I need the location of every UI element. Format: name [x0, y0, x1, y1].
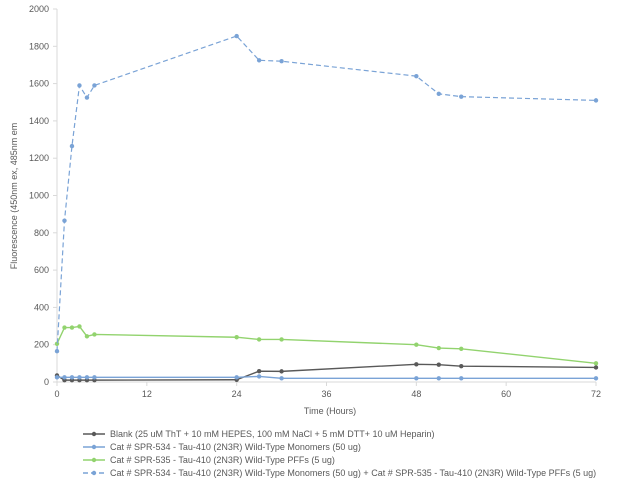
series-4 — [54, 33, 599, 354]
x-tick-label: 0 — [54, 389, 59, 399]
x-tick-label: 24 — [232, 389, 242, 399]
data-point — [77, 324, 82, 329]
data-point — [69, 325, 75, 330]
data-point — [54, 375, 60, 380]
data-point — [279, 369, 284, 374]
x-tick-label: 12 — [142, 389, 152, 399]
data-point — [234, 335, 239, 340]
data-point — [459, 94, 464, 99]
legend-label: Cat # SPR-534 - Tau-410 (2N3R) Wild-Type… — [110, 468, 596, 478]
legend-swatch-marker — [91, 470, 97, 476]
data-point — [436, 345, 441, 351]
data-point — [414, 73, 419, 79]
x-tick-label: 72 — [591, 389, 601, 399]
legend-item: Cat # SPR-534 - Tau-410 (2N3R) Wild-Type… — [83, 468, 596, 478]
data-point — [54, 349, 60, 354]
data-point — [256, 337, 262, 342]
x-axis-ticks: 0 12 24 36 48 60 72 — [54, 382, 601, 399]
data-point — [459, 363, 464, 369]
x-tick-label: 48 — [411, 389, 421, 399]
y-tick-label: 2000 — [29, 4, 49, 14]
y-tick-label: 1600 — [29, 79, 49, 89]
data-point — [459, 346, 464, 352]
data-point — [459, 376, 464, 381]
y-tick-label: 800 — [34, 228, 49, 238]
y-tick-label: 1800 — [29, 41, 49, 51]
y-tick-label: 0 — [44, 377, 49, 387]
data-point — [62, 375, 67, 380]
data-point — [77, 375, 82, 380]
data-point — [69, 143, 75, 149]
series-layer — [54, 33, 599, 383]
data-point — [414, 362, 419, 367]
data-point — [593, 365, 599, 370]
data-point — [436, 376, 441, 381]
y-tick-label: 1000 — [29, 191, 49, 201]
data-point — [69, 375, 75, 380]
data-point — [234, 33, 239, 39]
data-point — [84, 375, 90, 380]
data-point — [256, 368, 262, 374]
data-point — [256, 374, 262, 379]
data-point — [62, 325, 67, 330]
legend-item: Blank (25 uM ThT + 10 mM HEPES, 100 mM N… — [83, 429, 435, 439]
data-point — [414, 342, 419, 347]
data-point — [92, 375, 97, 380]
legend-item: Cat # SPR-534 - Tau-410 (2N3R) Wild-Type… — [83, 442, 361, 452]
data-point — [234, 375, 239, 380]
y-axis-ticks: 0 200 400 600 800 1000 1200 1400 1600 1800 2000 — [29, 4, 57, 387]
data-point — [593, 361, 599, 366]
data-point — [279, 59, 284, 64]
y-tick-label: 400 — [34, 302, 49, 312]
y-tick-label: 1400 — [29, 116, 49, 126]
data-point — [436, 91, 441, 97]
y-axis-title: Fluorescence (450nm ex, 485nm em — [9, 123, 19, 270]
data-point — [84, 95, 90, 100]
series-2 — [54, 374, 599, 381]
data-point — [92, 83, 97, 88]
legend-label: Blank (25 uM ThT + 10 mM HEPES, 100 mM N… — [110, 429, 435, 439]
legend-label: Cat # SPR-534 - Tau-410 (2N3R) Wild-Type… — [110, 442, 361, 452]
series-1 — [54, 362, 599, 383]
data-point — [436, 362, 441, 367]
x-axis-title: Time (Hours) — [304, 406, 356, 416]
legend-swatch-marker — [91, 457, 97, 463]
x-tick-label: 36 — [321, 389, 331, 399]
legend: Blank (25 uM ThT + 10 mM HEPES, 100 mM N… — [83, 429, 596, 478]
y-tick-label: 200 — [34, 340, 49, 350]
series-line — [56, 325, 597, 365]
data-point — [593, 98, 599, 103]
data-point — [279, 376, 284, 381]
data-point — [62, 218, 67, 223]
legend-swatch-marker — [91, 444, 97, 450]
x-tick-label: 60 — [501, 389, 511, 399]
series-line — [57, 375, 596, 379]
data-point — [77, 83, 82, 88]
data-point — [256, 58, 262, 63]
y-tick-label: 600 — [34, 265, 49, 275]
series-3 — [54, 324, 599, 366]
data-point — [593, 376, 599, 381]
data-point — [84, 334, 90, 339]
legend-swatch-marker — [91, 431, 97, 437]
legend-label: Cat # SPR-535 - Tau-410 (2N3R) Wild-Type… — [110, 455, 335, 465]
data-point — [54, 341, 60, 346]
y-tick-label: 1200 — [29, 153, 49, 163]
data-point — [92, 332, 97, 337]
legend-item: Cat # SPR-535 - Tau-410 (2N3R) Wild-Type… — [83, 455, 335, 465]
data-point — [414, 376, 419, 381]
series-line — [56, 35, 597, 352]
data-point — [279, 337, 284, 342]
